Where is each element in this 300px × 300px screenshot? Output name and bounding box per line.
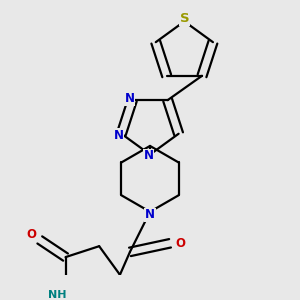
Text: N: N — [124, 92, 134, 105]
Text: N: N — [113, 129, 124, 142]
Text: S: S — [179, 12, 189, 25]
Text: N: N — [144, 149, 154, 163]
Text: O: O — [26, 228, 36, 241]
Text: N: N — [145, 208, 155, 221]
Text: NH: NH — [48, 290, 66, 300]
Text: O: O — [175, 237, 185, 250]
